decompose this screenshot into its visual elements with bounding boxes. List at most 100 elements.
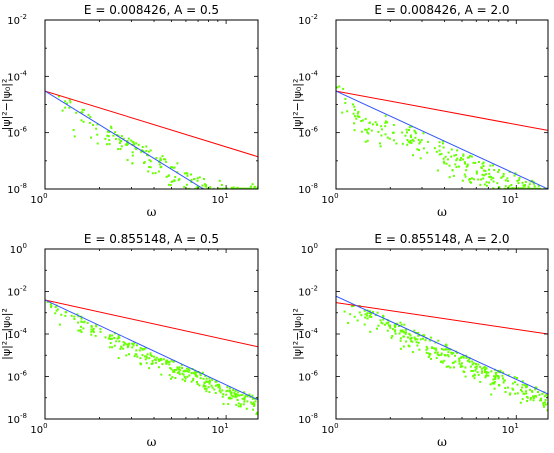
data-point <box>517 187 520 189</box>
data-point <box>545 393 548 396</box>
data-point <box>424 339 427 342</box>
y-tick-label-exp: -8 <box>20 412 27 420</box>
y-tick-label-exp: -6 <box>311 126 319 134</box>
data-point <box>149 149 152 152</box>
data-point <box>118 142 121 144</box>
data-point <box>57 95 60 98</box>
data-point <box>487 371 490 374</box>
data-point <box>461 179 464 182</box>
data-point <box>167 174 170 177</box>
data-point <box>543 405 545 408</box>
x-tick-label: 101 <box>502 422 519 436</box>
data-point <box>66 102 68 105</box>
data-point <box>407 140 410 143</box>
data-point <box>131 140 134 143</box>
data-point <box>125 343 128 346</box>
data-point <box>135 148 138 151</box>
data-point <box>170 368 173 371</box>
data-point <box>250 401 253 404</box>
data-point <box>343 310 346 313</box>
data-point <box>220 184 223 186</box>
data-point <box>187 370 190 373</box>
data-point <box>244 394 247 397</box>
data-point <box>77 329 80 332</box>
data-point <box>250 187 253 189</box>
y-tick-label-base: 10 <box>7 185 20 196</box>
data-point <box>394 332 397 335</box>
data-point <box>488 172 491 175</box>
data-point <box>366 314 369 317</box>
fit-line-red <box>45 299 258 348</box>
data-point <box>499 187 502 189</box>
data-point <box>108 143 111 146</box>
data-point <box>480 367 483 370</box>
data-point <box>183 376 186 378</box>
data-point <box>246 400 249 403</box>
data-point <box>202 377 205 380</box>
data-point <box>253 186 256 188</box>
data-point <box>99 328 102 331</box>
data-point <box>367 127 370 130</box>
data-point <box>432 347 435 350</box>
data-point <box>481 173 484 176</box>
data-point <box>472 362 475 365</box>
data-point <box>463 161 466 164</box>
data-point <box>523 384 526 387</box>
y-axis-label: |ψ|²−|ψ₀|² <box>291 308 304 360</box>
data-point <box>544 403 547 406</box>
data-point <box>112 134 115 137</box>
data-point <box>356 112 359 115</box>
data-point <box>205 390 208 393</box>
data-point <box>394 329 397 332</box>
data-point <box>514 172 517 175</box>
data-point <box>68 99 71 102</box>
y-tick-label-exp: -6 <box>20 126 28 134</box>
data-point <box>393 323 396 326</box>
data-point <box>131 346 134 349</box>
data-point <box>479 365 482 368</box>
data-point <box>140 363 142 366</box>
data-point <box>389 326 392 329</box>
data-point <box>144 358 147 361</box>
data-point <box>408 332 411 335</box>
data-point <box>442 348 445 351</box>
data-point <box>406 139 409 141</box>
data-point <box>243 187 246 189</box>
data-point <box>233 393 236 396</box>
y-tick-label-exp: 0 <box>314 242 318 250</box>
y-tick-label: 10-4 <box>298 327 318 341</box>
data-point <box>50 306 53 309</box>
data-point <box>87 113 90 116</box>
data-point <box>110 127 113 130</box>
data-point <box>442 146 445 149</box>
x-tick-label-exp: 0 <box>334 192 338 200</box>
chart-title: E = 0.008426, A = 0.5 <box>84 3 219 17</box>
data-point <box>487 374 490 377</box>
data-point <box>182 370 185 373</box>
data-point <box>159 159 162 162</box>
data-point <box>354 108 356 111</box>
data-point <box>401 131 404 134</box>
data-point <box>243 397 246 400</box>
x-axis-label: ω <box>147 205 157 219</box>
data-point <box>155 356 158 359</box>
data-point <box>454 163 457 166</box>
data-point <box>176 371 179 374</box>
data-point <box>107 337 110 340</box>
data-point <box>190 179 193 182</box>
data-point <box>149 352 152 355</box>
data-point <box>60 313 63 316</box>
data-point <box>425 351 428 354</box>
data-point <box>111 346 114 349</box>
data-point <box>502 172 505 175</box>
y-tick-label-exp: -8 <box>20 182 27 190</box>
data-point <box>196 381 198 383</box>
data-point <box>472 375 475 378</box>
data-point <box>95 324 98 327</box>
data-point <box>482 366 485 369</box>
data-point <box>168 361 171 363</box>
data-point <box>352 103 354 106</box>
y-tick-label-exp: 0 <box>23 242 27 250</box>
data-point <box>77 321 79 324</box>
data-point <box>518 177 521 180</box>
